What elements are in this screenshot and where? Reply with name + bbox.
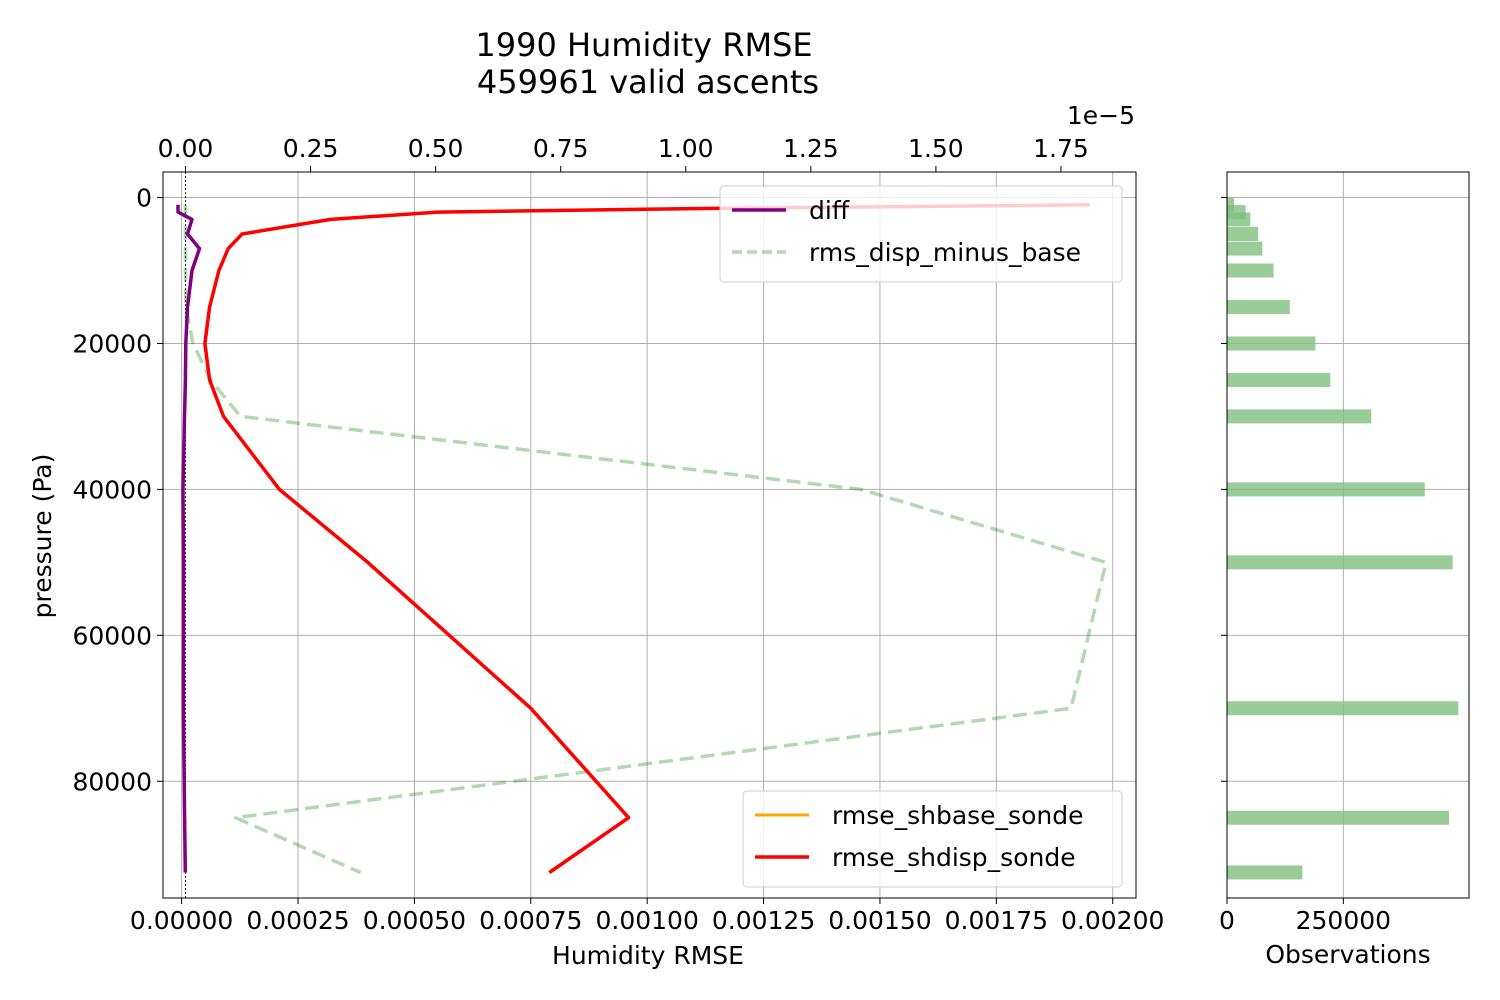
histogram-bar [1227, 263, 1274, 278]
y-tick-label: 40000 [72, 475, 152, 504]
series-line-rms_disp_minus_base [183, 204, 1108, 875]
legend-label-rms_disp_minus_base: rms_disp_minus_base [809, 238, 1081, 267]
x-tick-label: 0.00025 [246, 906, 349, 935]
legend-box [719, 185, 1123, 283]
histogram-bar [1227, 865, 1303, 880]
top-axis-offset-label: 1e−5 [1067, 101, 1135, 130]
histogram-x-axis-label: Observations [1265, 940, 1430, 969]
chart-title-line2: 459961 valid ascents [477, 63, 819, 101]
top-tick-label: 0.00 [158, 134, 214, 163]
chart-title-line1: 1990 Humidity RMSE [475, 26, 812, 64]
x-axis-label: Humidity RMSE [552, 941, 744, 970]
series-line-rmse_shdisp_sonde [203, 203, 1090, 874]
histogram-axes-frame [1226, 171, 1470, 899]
histogram-x-tick-label: 0 [1219, 906, 1235, 935]
histogram-grid [1226, 172, 1469, 898]
y-axis-label: pressure (Pa) [28, 454, 57, 619]
top-tick-label: 1.75 [1033, 134, 1089, 163]
x-tick-label: 0.00150 [828, 906, 931, 935]
main-tick-labels: 0.00000 0.00025 0.00050 0.00075 0.00100 0.001… [72, 134, 1164, 935]
x-tick-label: 0.00100 [595, 906, 698, 935]
histogram-x-tick-label: 250000 [1296, 906, 1391, 935]
histogram-bar [1227, 409, 1372, 424]
y-tick-label: 20000 [72, 329, 152, 358]
histogram-bar [1227, 197, 1234, 212]
legend-box [742, 790, 1123, 888]
top-tick-label: 1.00 [658, 134, 714, 163]
histogram-bar [1227, 212, 1251, 227]
y-tick-label: 0 [136, 184, 152, 213]
histogram-bar [1227, 227, 1259, 242]
histogram-bar [1227, 336, 1316, 351]
histogram-bar [1227, 299, 1290, 314]
legend-lower: rmse_shbase_sonde rmse_shdisp_sonde [742, 790, 1123, 888]
x-tick-label: 0.00050 [363, 906, 466, 935]
main-series [176, 203, 1108, 875]
histogram-tick-labels: 0 250000 [1219, 197, 1391, 935]
top-tick-label: 0.50 [408, 134, 464, 163]
main-grid [163, 172, 1136, 898]
x-tick-label: 0.00125 [712, 906, 815, 935]
legend-label-diff: diff [809, 196, 850, 225]
histogram-bar [1227, 482, 1425, 497]
histogram-bar [1227, 810, 1449, 825]
legend-label-rmse_shbase_sonde: rmse_shbase_sonde [832, 801, 1083, 830]
y-tick-label: 60000 [72, 621, 152, 650]
top-tick-label: 1.25 [783, 134, 839, 163]
series-line-diff [176, 204, 202, 873]
top-tick-label: 1.50 [908, 134, 964, 163]
main-axes-frame [162, 171, 1137, 899]
histogram-bar [1227, 372, 1331, 387]
histogram-bar [1227, 701, 1459, 716]
x-tick-label: 0.00000 [130, 906, 233, 935]
y-tick-label: 80000 [72, 767, 152, 796]
top-tick-label: 0.75 [533, 134, 589, 163]
top-tick-label: 0.25 [283, 134, 339, 163]
x-tick-label: 0.00175 [945, 906, 1048, 935]
legend-label-rmse_shdisp_sonde: rmse_shdisp_sonde [832, 843, 1076, 872]
x-tick-label: 0.00075 [479, 906, 582, 935]
x-tick-label: 0.00200 [1061, 906, 1164, 935]
legend-upper: diff rms_disp_minus_base [719, 185, 1123, 283]
histogram-bar [1227, 241, 1263, 256]
histogram-bars [1227, 197, 1459, 880]
histogram-bar [1227, 555, 1453, 570]
